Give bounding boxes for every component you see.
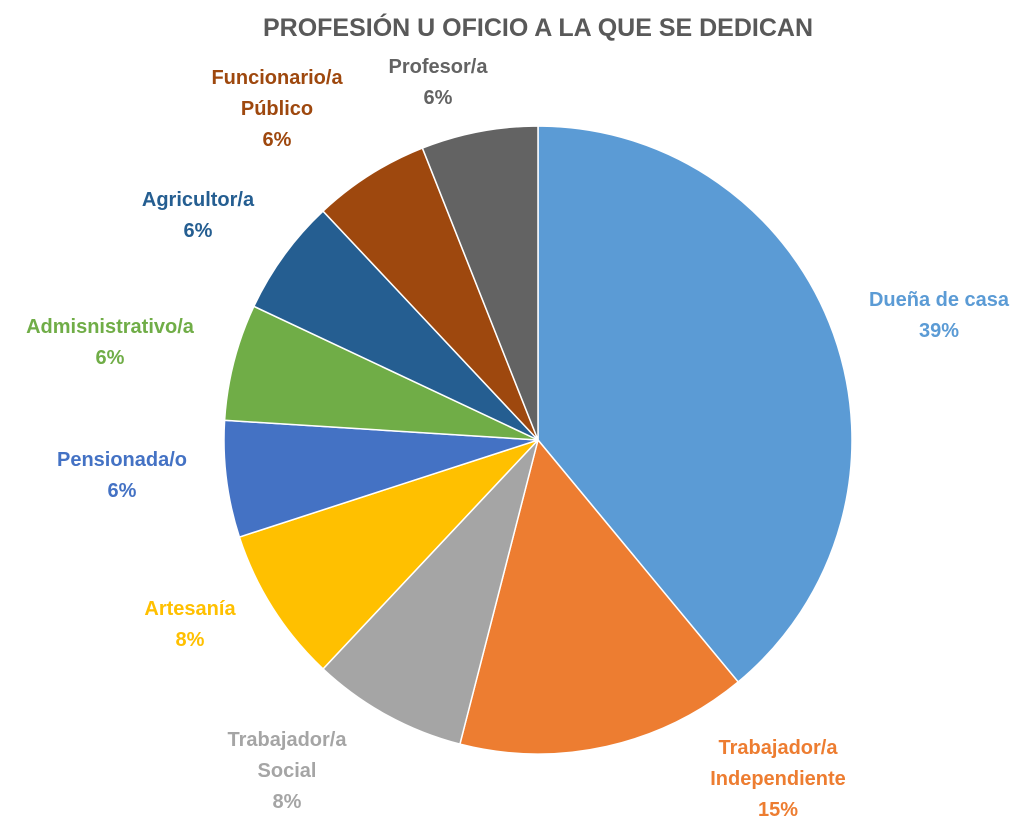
category-label: Dueña de casa bbox=[868, 289, 1010, 311]
slice-label: Dueña de casa 39% bbox=[839, 285, 1021, 347]
pie-slice bbox=[223, 305, 539, 441]
value-label: 6% bbox=[423, 87, 453, 109]
slice-label: Artesanía 8% bbox=[110, 594, 270, 656]
category-label: Agricultor/a bbox=[141, 189, 255, 211]
slice-label: Admisnistrativo/a 6% bbox=[0, 312, 220, 374]
slice-label: Profesor/a 6% bbox=[358, 52, 518, 114]
value-label: 8% bbox=[272, 791, 302, 813]
category-label: Trabajador/a Independiente bbox=[710, 737, 846, 790]
slice-label: Trabajador/a Independiente 15% bbox=[693, 733, 863, 825]
pie-slice bbox=[223, 419, 539, 538]
value-label: 15% bbox=[757, 799, 799, 821]
category-label: Admisnistrativo/a bbox=[26, 316, 194, 338]
value-label: 8% bbox=[175, 629, 205, 651]
chart-title: PROFESIÓN U OFICIO A LA QUE SE DEDICAN bbox=[262, 14, 814, 42]
category-label: Trabajador/a Social bbox=[227, 729, 347, 782]
slice-label: Funcionario/a Público 6% bbox=[202, 63, 352, 156]
pie-slice bbox=[421, 125, 539, 441]
category-label: Profesor/a bbox=[388, 56, 488, 78]
slice-label: Pensionada/o 6% bbox=[32, 445, 212, 507]
value-label: 6% bbox=[95, 347, 125, 369]
value-label: 6% bbox=[107, 480, 137, 502]
category-label: Funcionario/a Público bbox=[211, 67, 343, 120]
value-label: 6% bbox=[183, 220, 213, 242]
pie-slice bbox=[537, 125, 853, 683]
category-label: Pensionada/o bbox=[56, 449, 188, 471]
slice-label: Agricultor/a 6% bbox=[118, 185, 278, 247]
pie-slice bbox=[321, 147, 539, 441]
slice-label: Trabajador/a Social 8% bbox=[212, 725, 362, 818]
value-label: 39% bbox=[918, 320, 960, 342]
pie-slice bbox=[458, 438, 740, 755]
value-label: 6% bbox=[262, 129, 292, 151]
pie-slice bbox=[238, 439, 539, 670]
pie-slice bbox=[252, 210, 539, 441]
category-label: Artesanía bbox=[144, 598, 236, 620]
pie-slice bbox=[321, 439, 539, 746]
